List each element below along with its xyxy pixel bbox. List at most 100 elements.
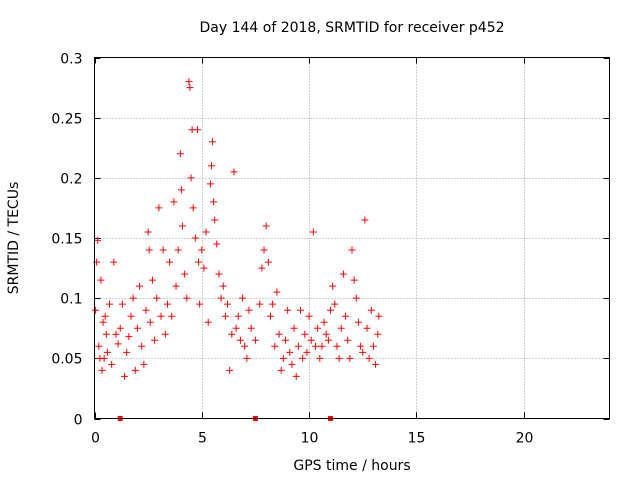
data-point — [185, 78, 193, 86]
data-point — [198, 246, 206, 254]
data-point — [346, 354, 354, 362]
data-point — [187, 174, 195, 182]
data-point — [186, 84, 194, 92]
axis-ticks — [94, 57, 610, 420]
data-point — [110, 258, 118, 266]
data-point — [271, 342, 279, 350]
data-point — [335, 354, 343, 362]
data-point — [251, 336, 259, 344]
data-point — [221, 312, 229, 320]
data-point — [374, 330, 382, 338]
data-point — [116, 324, 124, 332]
data-point — [329, 282, 337, 290]
data-point — [118, 300, 126, 308]
data-point — [284, 306, 292, 314]
plot-frame — [94, 57, 610, 419]
data-point — [305, 312, 313, 320]
data-point — [170, 198, 178, 206]
data-point — [161, 330, 169, 338]
data-point — [331, 300, 339, 308]
data-point — [350, 276, 358, 284]
data-point — [290, 324, 298, 332]
data-point — [112, 330, 120, 338]
data-point — [131, 366, 139, 374]
data-point — [129, 294, 137, 302]
data-point — [342, 312, 350, 320]
data-point — [372, 360, 380, 368]
data-point — [281, 336, 289, 344]
data-point — [103, 348, 111, 356]
data-point — [181, 270, 189, 278]
data-point — [301, 330, 309, 338]
data-point — [202, 228, 210, 236]
data-point — [224, 300, 232, 308]
data-point — [320, 318, 328, 326]
y-tick-label: 0.3 — [60, 52, 82, 68]
data-point — [168, 312, 176, 320]
data-point — [354, 318, 362, 326]
data-point — [357, 342, 365, 350]
data-point — [174, 246, 182, 254]
data-point — [258, 264, 266, 272]
data-point — [100, 354, 108, 362]
y-tick-label: 0.2 — [60, 172, 82, 188]
y-tick-label: 0.15 — [51, 232, 82, 248]
data-point — [307, 336, 315, 344]
data-point — [352, 294, 360, 302]
data-point — [299, 354, 307, 362]
data-point — [264, 258, 272, 266]
data-point — [333, 342, 341, 350]
y-tick-label: 0.05 — [51, 352, 82, 368]
data-point — [166, 258, 174, 266]
data-point — [94, 236, 102, 244]
data-point — [279, 354, 287, 362]
data-point — [151, 336, 159, 344]
data-point — [243, 354, 251, 362]
x-tick-label: 10 — [301, 431, 319, 447]
x-tick-label: 15 — [408, 431, 426, 447]
data-point — [102, 330, 110, 338]
data-point — [153, 294, 161, 302]
data-points — [92, 78, 383, 421]
data-point — [210, 198, 218, 206]
data-point — [339, 270, 347, 278]
data-point — [92, 306, 100, 314]
data-point — [148, 276, 156, 284]
data-point — [232, 324, 240, 332]
data-point — [215, 270, 223, 278]
data-point — [211, 216, 219, 224]
y-tick-label: 0 — [74, 413, 83, 429]
data-point — [286, 348, 294, 356]
data-point — [98, 366, 106, 374]
data-point — [275, 330, 283, 338]
data-point — [234, 312, 242, 320]
y-tick-label: 0.25 — [51, 112, 82, 128]
data-point — [163, 300, 171, 308]
data-point — [172, 282, 180, 290]
data-point — [177, 186, 185, 194]
data-point — [303, 348, 311, 356]
data-point — [230, 168, 238, 176]
data-point — [195, 258, 203, 266]
data-point — [269, 300, 277, 308]
data-point — [260, 246, 268, 254]
data-point — [316, 354, 324, 362]
data-point — [318, 342, 326, 350]
data-point — [367, 306, 375, 314]
data-point — [97, 276, 105, 284]
data-point — [200, 264, 208, 272]
data-point — [273, 288, 281, 296]
data-point — [239, 294, 247, 302]
data-point — [157, 312, 165, 320]
x-tick-labels: 0 5 10 15 20 — [91, 431, 533, 447]
y-axis-label: SRMTID / TECUs — [6, 182, 22, 295]
data-point — [140, 360, 148, 368]
data-point — [133, 324, 141, 332]
data-point — [322, 330, 330, 338]
data-point — [288, 360, 296, 368]
data-point — [327, 306, 335, 314]
x-tick-label: 5 — [198, 431, 207, 447]
data-point — [209, 138, 217, 146]
data-point — [361, 216, 369, 224]
